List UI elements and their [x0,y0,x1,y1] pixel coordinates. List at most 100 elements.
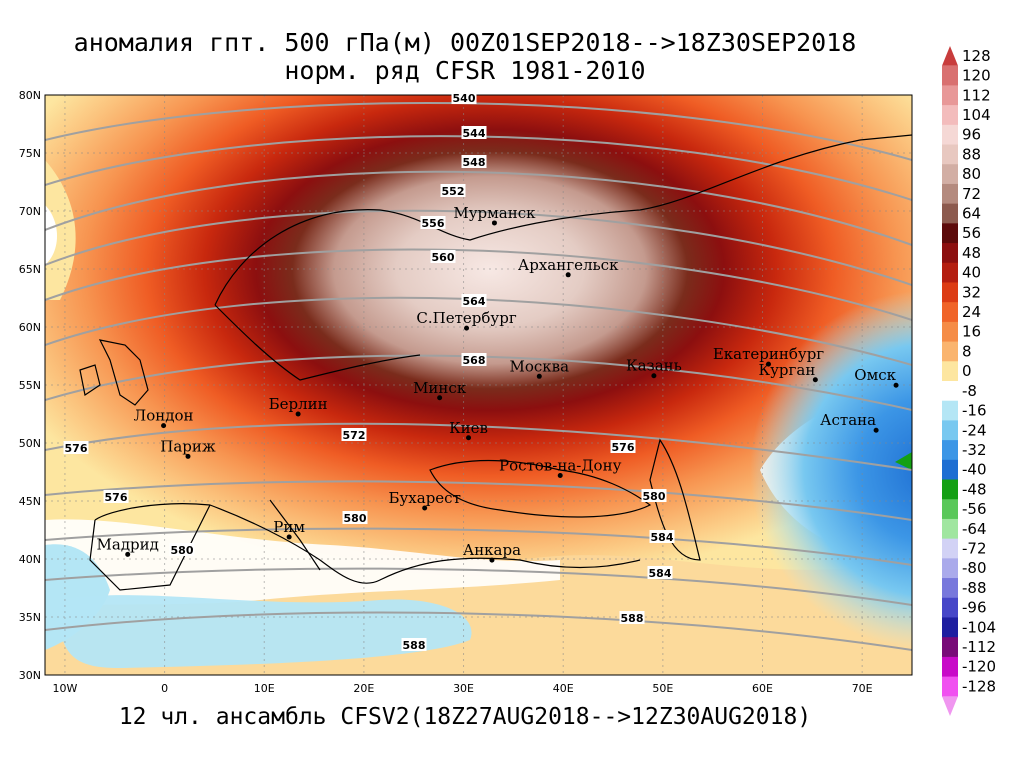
latitude-axis: 80N 75N 70N 65N 60N 55N 50N 45N 40N 35N 30N [19,89,41,682]
colorbar: 128120112104968880726456484032241680-8-1… [942,46,996,716]
city-marker [893,382,899,388]
contour-label: 540 [453,92,476,105]
plot-frame [44,94,913,676]
lat-tick-label: 40N [19,553,41,566]
city-label: С.Петербург [416,309,516,327]
colorbar-cell [942,578,958,599]
colorbar-label: 96 [962,126,981,144]
city-marker [437,395,443,401]
city-label: Екатеринбург [713,345,824,363]
contour-label-bg [649,530,675,543]
lat-tick-label: 70N [19,205,41,218]
contour-label-bg [169,543,195,556]
contour-label: 588 [403,639,426,652]
city-label: Астана [820,411,876,429]
west-white-patch [45,205,58,265]
north-coast [214,134,912,306]
britain-outline [98,339,149,406]
ireland-outline [79,364,101,396]
contour-label: 564 [463,295,486,308]
contour-line [45,567,912,606]
contour-label: 576 [612,441,635,454]
contour-line [45,209,912,286]
contour-line [45,248,912,321]
lon-tick-label: 30E [453,682,474,695]
city-label: Берлин [269,395,328,413]
lat-tick-label: 30N [19,669,41,682]
colorbar-cell [942,656,958,678]
colorbar-cell [942,381,958,402]
near-zero-band [45,519,560,610]
contour-label: 580 [344,512,367,525]
colorbar-label: 72 [962,185,981,203]
west-pale-patch [45,160,76,300]
colorbar-cell [942,85,958,106]
colorbar-label: -104 [962,618,996,636]
colorbar-label: 120 [962,67,991,85]
graticule [45,95,912,675]
colorbar-cell [942,459,958,481]
mediterranean-coast [94,503,641,584]
colorbar-cell [942,440,958,461]
city-marker [295,411,301,417]
ensemble-footer: 12 чл. ансамбль CFSV2(18Z27AUG2018-->12Z… [118,704,812,730]
lon-tick-label: 10E [254,682,275,695]
city-label: Мадрид [97,535,159,553]
lat-tick-label: 50N [19,437,41,450]
city-marker [464,325,470,331]
contour-label-bg [342,511,368,524]
colorbar-label: -128 [962,677,996,695]
city-label: Лондон [134,407,194,425]
city-label: Казань [626,357,682,375]
colorbar-label: 24 [962,303,981,321]
city-label: Рим [273,518,305,536]
city-marker [565,272,571,278]
colorbar-label: 32 [962,283,981,301]
colorbar-cell [942,499,958,520]
colorbar-label: -120 [962,658,996,676]
contour-label: 584 [651,531,674,544]
lon-tick-label: 10W [52,682,77,695]
city-label: Мурманск [453,204,536,222]
contour-label-bg [641,489,667,502]
contour-line [45,296,912,366]
contour-label-bg [63,441,89,454]
map-plot-area [45,95,912,675]
contour-label: 560 [432,251,455,264]
contour-label: 548 [463,156,486,169]
contour-line [45,611,912,651]
colorbar-label: 56 [962,224,981,242]
colorbar-label: 112 [962,86,991,104]
contour-label: 580 [643,490,666,503]
cities-layer: Мурманск Архангельск С.Петербург Москва Каза… [97,204,899,563]
city-label: Киев [449,419,488,437]
lon-tick-label: 50E [652,682,673,695]
colorbar-label: -88 [962,579,987,597]
contour-label: 568 [463,354,486,367]
colorbar-label: 8 [962,342,972,360]
caspian-outline [649,438,701,561]
city-marker [812,377,818,383]
colorbar-label: -96 [962,599,987,617]
lat-tick-label: 75N [19,147,41,160]
city-label: Курган [758,361,815,379]
colorbar-cell [942,341,958,362]
city-marker [466,435,472,441]
colorbar-cell [942,538,958,559]
colorbar-cell [942,518,958,540]
colorbar-label: 64 [962,205,981,223]
colorbar-label: -56 [962,500,987,518]
colorbar-cell [942,696,958,716]
colorbar-label: 16 [962,323,981,341]
city-marker [489,557,495,563]
contour-label: 580 [171,544,194,557]
colorbar-label: -112 [962,638,996,656]
colorbar-cell [942,262,958,283]
colorbar-label: 80 [962,165,981,183]
contour-label-bg [610,440,636,453]
contour-label: 556 [422,217,445,230]
colorbar-label: -24 [962,421,987,439]
lat-tick-label: 80N [19,89,41,102]
city-marker [422,505,428,511]
contour-label-bg [647,566,673,579]
